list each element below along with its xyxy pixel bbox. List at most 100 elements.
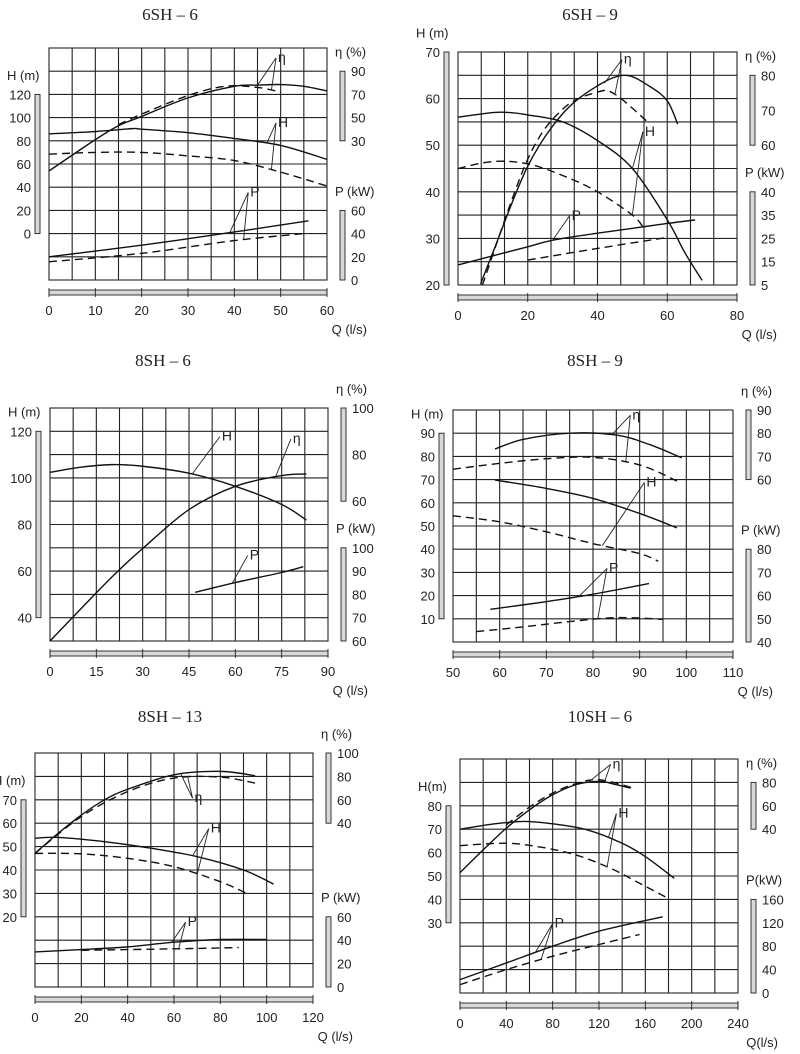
eta-label-leader: [604, 59, 623, 84]
q-axis-tick-label: 80: [586, 665, 600, 680]
P-axis-tick-label: 25: [761, 231, 775, 246]
h-axis-tick-label: 30: [3, 886, 17, 901]
H-curve-dashed: [452, 515, 659, 562]
H-label-leader: [631, 131, 644, 216]
eta-axis-label: η (%): [746, 756, 777, 771]
eta-axis-tick-label: 40: [762, 822, 776, 837]
h-axis-tick-label: 70: [428, 822, 442, 837]
q-axis-tick-label: 15: [89, 664, 103, 679]
h-axis-tick-label: 40: [17, 180, 31, 195]
H-label-leader: [607, 813, 617, 839]
eta-curve-label: η: [613, 755, 621, 771]
eta-curve-solid: [494, 432, 682, 459]
eta-axis-bar: [745, 409, 752, 481]
eta-curve-solid: [48, 83, 328, 172]
eta-axis-tick-label: 80: [762, 775, 776, 790]
eta-curve-dashed: [505, 778, 634, 826]
eta-curve-label: η: [632, 406, 640, 422]
P-axis-tick-label: 100: [352, 541, 374, 556]
q-axis-tick-label: 0: [45, 303, 52, 318]
eta-axis-tick-label: 50: [351, 111, 365, 126]
P-curve-dashed: [48, 232, 304, 263]
eta-axis-tick-label: 60: [337, 793, 351, 808]
h-axis-tick-label: 20: [17, 203, 31, 218]
h-axis-tick-label: 50: [426, 138, 440, 153]
h-axis-tick-label: 40: [421, 542, 435, 557]
P-curve-label: P: [609, 559, 618, 575]
P-axis-tick-label: 70: [757, 565, 771, 580]
q-axis-tick-label: 90: [632, 665, 646, 680]
h-axis-tick-label: 60: [3, 816, 17, 831]
h-axis-tick-label: 10: [421, 612, 435, 627]
eta-curve-dashed: [118, 85, 281, 126]
q-axis-tick-label: 60: [660, 308, 674, 323]
eta-axis-tick-label: 90: [351, 64, 365, 79]
eta-axis-label: η (%): [335, 45, 366, 60]
q-axis-tick-label: 40: [499, 1016, 513, 1031]
eta-curve-label: η: [195, 789, 203, 805]
H-curve-solid: [459, 820, 675, 879]
q-axis-tick-label: 200: [681, 1016, 703, 1031]
h-axis-tick-label: 30: [428, 916, 442, 931]
q-axis-tick-label: 30: [181, 303, 195, 318]
h-axis-tick-label: 20: [421, 589, 435, 604]
P-label-leader: [229, 192, 249, 233]
P-curve-solid: [48, 220, 309, 258]
eta-axis-tick-label: 70: [757, 449, 771, 464]
P-axis-tick-label: 120: [762, 916, 784, 931]
chart-title: 8SH – 9: [567, 351, 623, 370]
h-axis-bar: [438, 432, 445, 620]
eta-curve-dashed: [452, 456, 678, 482]
P-axis-bar: [339, 209, 346, 281]
h-axis-tick-label: 70: [3, 793, 17, 808]
h-axis-tick-label: 50: [428, 869, 442, 884]
q-axis-tick-label: 240: [727, 1016, 749, 1031]
P-curve-dashed: [81, 946, 239, 951]
h-axis-tick-label: 40: [3, 863, 17, 878]
P-axis-tick-label: 80: [762, 939, 776, 954]
h-axis-tick-label: 40: [428, 892, 442, 907]
P-label-leader: [171, 921, 186, 943]
P-axis-bar: [340, 547, 347, 642]
h-axis-tick-label: 50: [421, 519, 435, 534]
q-axis-tick-label: 70: [539, 665, 553, 680]
h-axis-tick-label: 50: [3, 840, 17, 855]
P-axis-tick-label: 35: [761, 208, 775, 223]
H-curve-label: H: [646, 474, 656, 490]
P-curve-solid: [459, 916, 663, 981]
P-axis-tick-label: 20: [337, 957, 351, 972]
h-axis-tick-label: 20: [426, 278, 440, 293]
H-curve-solid: [494, 479, 678, 529]
P-label-leader: [597, 568, 608, 620]
h-axis-tick-label: 40: [426, 185, 440, 200]
eta-axis-tick-label: 60: [352, 494, 366, 509]
eta-curve-solid: [459, 780, 631, 874]
q-axis-label: Q (l/s): [318, 1029, 353, 1044]
P-axis-tick-label: 0: [351, 273, 358, 288]
P-label-leader: [534, 923, 554, 953]
h-axis-tick-label: 20: [3, 910, 17, 925]
q-axis-tick-label: 40: [227, 303, 241, 318]
h-axis-tick-label: 70: [426, 45, 440, 60]
eta-axis-bar: [750, 781, 757, 830]
P-axis-tick-label: 70: [352, 611, 366, 626]
eta-axis-tick-label: 100: [352, 401, 374, 416]
P-axis-label: P (kW): [745, 165, 784, 180]
q-axis-tick-label: 75: [274, 664, 288, 679]
q-axis-tick-label: 40: [590, 308, 604, 323]
H-curve-solid: [34, 836, 274, 885]
P-label-leader: [540, 923, 554, 960]
P-axis-tick-label: 80: [352, 587, 366, 602]
q-axis-tick-label: 0: [46, 664, 53, 679]
q-axis-tick-label: 20: [521, 308, 535, 323]
P-axis-bar: [750, 898, 757, 994]
h-axis-tick-label: 60: [17, 157, 31, 172]
h-axis-tick-label: 100: [9, 111, 31, 126]
h-axis-label: H (m): [411, 407, 444, 422]
eta-axis-tick-label: 100: [337, 746, 359, 761]
eta-axis-tick-label: 80: [757, 426, 771, 441]
q-axis-tick-label: 100: [256, 1010, 278, 1025]
H-label-leader: [270, 122, 277, 170]
eta-axis-tick-label: 70: [351, 87, 365, 102]
